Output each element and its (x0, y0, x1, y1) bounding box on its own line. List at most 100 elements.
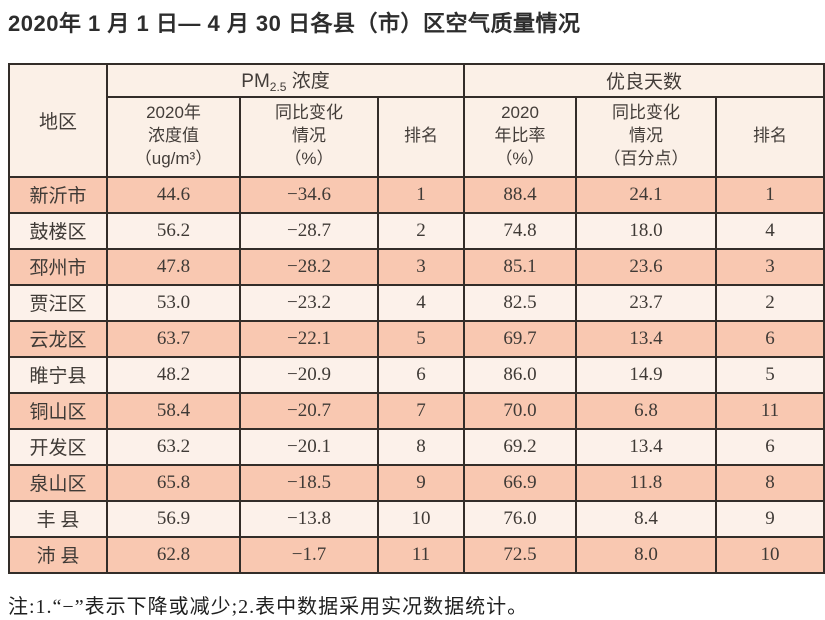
pm25-label-subscript: 2.5 (269, 80, 287, 94)
good-rate-cell: 66.9 (463, 463, 577, 502)
pm-value-cell: 53.0 (106, 283, 241, 322)
pm-change-cell: −22.1 (239, 319, 379, 358)
table-row: 沛 县 62.8 −1.7 11 72.5 8.0 10 (8, 535, 825, 574)
good-rate-cell: 82.5 (463, 283, 577, 322)
pm-change-cell: −20.1 (239, 427, 379, 466)
good-rate-cell: 74.8 (463, 211, 577, 250)
table-row: 贾汪区 53.0 −23.2 4 82.5 23.7 2 (8, 283, 825, 322)
region-cell: 新沂市 (8, 175, 108, 214)
good-rank-cell: 8 (714, 463, 825, 502)
group-header-row: 地区 PM2.5 浓度 优良天数 (8, 62, 825, 178)
pm-rank-cell: 6 (377, 355, 465, 394)
good-rate-cell: 72.5 (463, 535, 577, 574)
table-body: 新沂市 44.6 −34.6 1 88.4 24.1 1 鼓楼区 56.2 −28.7 2 74.8 1… (8, 175, 825, 574)
good-rate-cell: 76.0 (463, 499, 577, 538)
pm-rank-cell: 3 (377, 247, 465, 286)
pm25-label-main: PM (241, 71, 270, 92)
pm-rank-cell: 11 (377, 535, 465, 574)
good-change-cell: 18.0 (575, 211, 717, 250)
table-row: 邳州市 47.8 −28.2 3 85.1 23.6 3 (8, 247, 825, 286)
pm-rank-cell: 7 (377, 391, 465, 430)
pm-rank-cell: 10 (377, 499, 465, 538)
pm25-label-rest: 浓度 (286, 71, 330, 92)
region-cell: 云龙区 (8, 319, 108, 358)
good-rate-cell: 86.0 (463, 355, 577, 394)
good-change-cell: 24.1 (575, 175, 717, 214)
good-change-cell: 23.7 (575, 283, 717, 322)
pm-value-cell: 62.8 (106, 535, 241, 574)
pm-value-cell: 48.2 (106, 355, 241, 394)
table-header: 地区 PM2.5 浓度 优良天数 2020年 浓度值 （ug/m³） 同比变化 … (8, 62, 825, 178)
good-rank-cell: 6 (714, 427, 825, 466)
good-days-group-header: 优良天数 (462, 62, 825, 98)
pm-rank-cell: 9 (377, 463, 465, 502)
page-title: 2020年 1 月 1 日— 4 月 30 日各县（市）区空气质量情况 (8, 11, 581, 36)
region-cell: 邳州市 (8, 247, 108, 286)
pm-change-cell: −34.6 (239, 175, 379, 214)
table-row: 泉山区 65.8 −18.5 9 66.9 11.8 8 (8, 463, 825, 502)
pm-value-cell: 65.8 (106, 463, 241, 502)
good-rank-cell: 6 (714, 319, 825, 358)
footnote: 注:1.“−”表示下降或减少;2.表中数据采用实况数据统计。 (8, 595, 529, 618)
good-rank-cell: 11 (714, 391, 825, 430)
region-column-header: 地区 (8, 62, 108, 178)
pm-value-cell: 44.6 (106, 175, 241, 214)
pm-change-cell: −20.9 (239, 355, 379, 394)
pm-rank-cell: 4 (377, 283, 465, 322)
good-change-cell: 11.8 (575, 463, 717, 502)
region-cell: 铜山区 (8, 391, 108, 430)
pm-value-cell: 63.7 (106, 319, 241, 358)
region-cell: 睢宁县 (8, 355, 108, 394)
pm-change-column-header: 同比变化 情况 （%） (239, 95, 379, 178)
good-change-cell: 14.9 (575, 355, 717, 394)
good-rate-cell: 88.4 (463, 175, 577, 214)
sub-header-row: 2020年 浓度值 （ug/m³） 同比变化 情况 （%） 排名 2020 年比… (9, 95, 825, 178)
good-rate-cell: 85.1 (463, 247, 577, 286)
region-cell: 沛 县 (8, 535, 108, 574)
pm-change-cell: −20.7 (239, 391, 379, 430)
region-cell: 鼓楼区 (8, 211, 108, 250)
good-rank-cell: 5 (714, 355, 825, 394)
pm-change-cell: −13.8 (239, 499, 379, 538)
pm25-group-header: PM2.5 浓度 (106, 62, 465, 98)
good-rank-cell: 3 (714, 247, 825, 286)
region-cell: 贾汪区 (8, 283, 108, 322)
pm-change-cell: −28.7 (239, 211, 379, 250)
pm-value-cell: 58.4 (106, 391, 241, 430)
region-cell: 泉山区 (8, 463, 108, 502)
pm-change-cell: −1.7 (239, 535, 379, 574)
good-rate-cell: 70.0 (463, 391, 577, 430)
good-rank-cell: 2 (714, 283, 825, 322)
region-cell: 丰 县 (8, 499, 108, 538)
pm-value-cell: 56.9 (106, 499, 241, 538)
pm-rank-cell: 8 (377, 427, 465, 466)
good-rank-column-header: 排名 (714, 95, 825, 178)
good-rank-cell: 9 (714, 499, 825, 538)
good-rate-cell: 69.7 (463, 319, 577, 358)
pm-change-cell: −28.2 (239, 247, 379, 286)
table-row: 丰 县 56.9 −13.8 10 76.0 8.4 9 (8, 499, 825, 538)
good-rank-cell: 1 (714, 175, 825, 214)
table-row: 睢宁县 48.2 −20.9 6 86.0 14.9 5 (8, 355, 825, 394)
good-change-cell: 23.6 (575, 247, 717, 286)
pm-change-cell: −23.2 (239, 283, 379, 322)
pm-rank-cell: 1 (377, 175, 465, 214)
pm-value-cell: 63.2 (106, 427, 241, 466)
good-rate-cell: 69.2 (463, 427, 577, 466)
pm-change-cell: −18.5 (239, 463, 379, 502)
good-change-cell: 13.4 (575, 319, 717, 358)
pm-value-cell: 47.8 (106, 247, 241, 286)
table-row: 鼓楼区 56.2 −28.7 2 74.8 18.0 4 (8, 211, 825, 250)
air-quality-table: 地区 PM2.5 浓度 优良天数 2020年 浓度值 （ug/m³） 同比变化 … (8, 62, 825, 574)
good-change-cell: 8.4 (575, 499, 717, 538)
pm-rank-column-header: 排名 (377, 95, 465, 178)
pm-value-column-header: 2020年 浓度值 （ug/m³） (106, 95, 241, 178)
table-row: 铜山区 58.4 −20.7 7 70.0 6.8 11 (8, 391, 825, 430)
good-rank-cell: 10 (714, 535, 825, 574)
good-rank-cell: 4 (714, 211, 825, 250)
region-cell: 开发区 (8, 427, 108, 466)
table-row: 开发区 63.2 −20.1 8 69.2 13.4 6 (8, 427, 825, 466)
pm-rank-cell: 2 (377, 211, 465, 250)
table-row: 新沂市 44.6 −34.6 1 88.4 24.1 1 (8, 175, 825, 214)
